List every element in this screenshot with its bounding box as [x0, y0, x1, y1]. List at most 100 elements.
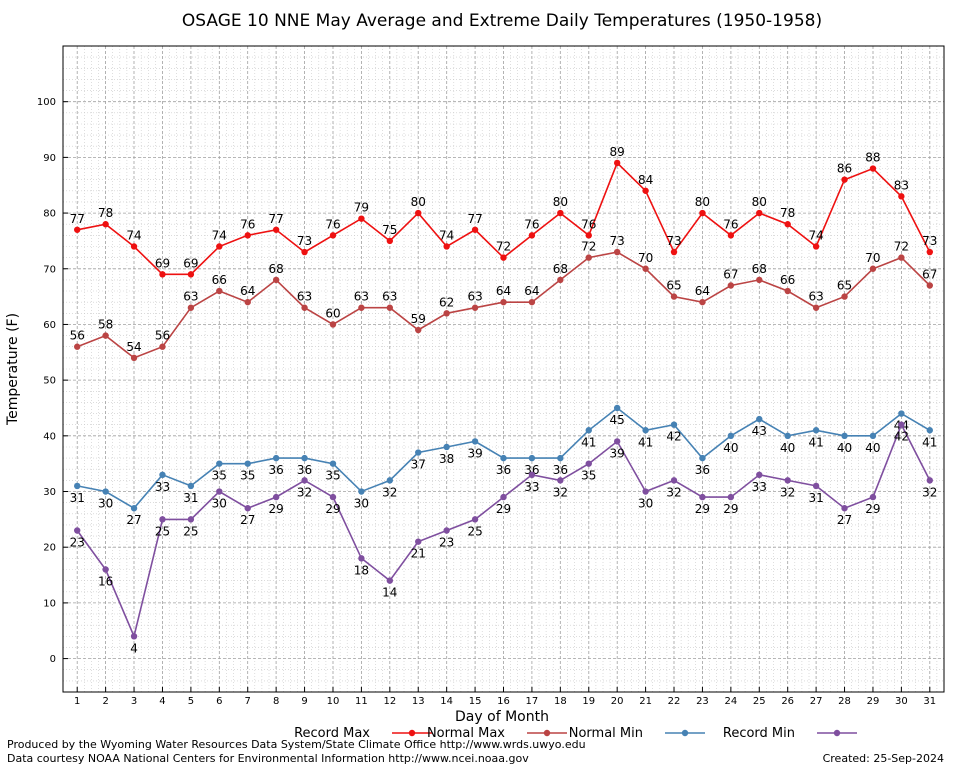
x-tick-label: 27 — [810, 696, 823, 707]
normal-min-data-label: 40 — [865, 441, 880, 455]
legend-label-normal-max: Normal Max — [427, 726, 505, 741]
normal-max-point — [74, 343, 81, 350]
record-min-data-label: 29 — [325, 502, 340, 516]
normal-max-data-label: 65 — [837, 279, 852, 293]
record-max-data-label: 73 — [297, 234, 312, 248]
record-max-point — [102, 221, 109, 228]
normal-min-data-label: 42 — [666, 430, 681, 444]
y-tick-label: 70 — [43, 264, 56, 275]
record-min-point — [358, 555, 365, 562]
record-max-data-label: 78 — [780, 206, 795, 220]
x-tick-label: 29 — [867, 696, 880, 707]
record-min-data-label: 18 — [354, 563, 369, 577]
x-tick-label: 5 — [188, 696, 194, 707]
normal-min-point — [74, 482, 81, 490]
normal-max-data-label: 65 — [666, 279, 681, 293]
record-min-point — [102, 566, 109, 573]
record-max-data-label: 76 — [581, 217, 596, 231]
record-max-data-label: 80 — [752, 195, 767, 209]
record-min-data-label: 30 — [638, 497, 653, 511]
normal-min-data-label: 45 — [610, 413, 625, 427]
normal-min-data-label: 41 — [808, 435, 823, 449]
normal-min-point — [471, 438, 479, 445]
x-tick-label: 10 — [327, 696, 340, 707]
record-min-point — [841, 505, 848, 512]
record-min-data-label: 16 — [98, 574, 113, 588]
normal-max-data-label: 66 — [780, 273, 795, 287]
normal-max-data-label: 63 — [467, 290, 482, 304]
normal-min-data-label: 36 — [695, 463, 710, 477]
normal-min-point — [159, 471, 166, 479]
record-min-point — [301, 477, 308, 484]
normal-max-point — [216, 287, 223, 295]
chart-title: OSAGE 10 NNE May Average and Extreme Dai… — [182, 11, 822, 31]
record-max-point — [244, 232, 251, 239]
normal-max-data-label: 64 — [695, 284, 710, 298]
record-max-point — [130, 243, 138, 250]
normal-min-data-label: 38 — [439, 452, 454, 466]
normal-min-data-label: 35 — [325, 469, 340, 483]
record-max-data-label: 74 — [808, 228, 823, 242]
normal-min-point — [130, 505, 138, 512]
normal-min-point — [500, 454, 507, 462]
record-max-data-label: 74 — [439, 228, 454, 242]
record-max-point — [74, 226, 81, 233]
normal-min-data-label: 43 — [752, 424, 767, 438]
record-min-point — [898, 421, 905, 428]
x-tick-label: 9 — [301, 696, 307, 707]
record-max-point — [216, 243, 223, 250]
normal-min-data-label: 30 — [98, 497, 113, 511]
normal-max-data-label: 62 — [439, 295, 454, 309]
normal-max-data-label: 68 — [269, 262, 284, 276]
record-min-point — [386, 577, 394, 584]
x-tick-label: 4 — [159, 696, 165, 707]
x-tick-label: 22 — [668, 696, 681, 707]
record-max-point — [869, 165, 877, 172]
normal-min-point — [642, 427, 649, 434]
record-min-data-label: 39 — [610, 446, 625, 460]
record-max-data-label: 76 — [723, 217, 738, 231]
normal-max-point — [812, 304, 820, 311]
y-tick-label: 30 — [43, 487, 56, 498]
record-max-point — [159, 271, 166, 278]
record-min-point — [812, 482, 820, 490]
normal-min-point — [756, 415, 763, 423]
legend-marker-normal-max — [543, 729, 551, 737]
record-max-data-label: 78 — [98, 206, 113, 220]
record-max-data-label: 79 — [354, 201, 369, 215]
normal-min-data-label: 35 — [240, 469, 255, 483]
record-min-data-label: 29 — [695, 502, 710, 516]
normal-max-data-label: 63 — [297, 290, 312, 304]
normal-max-point — [869, 265, 877, 272]
record-max-point — [272, 226, 280, 233]
x-tick-label: 17 — [526, 696, 539, 707]
normal-min-point — [869, 432, 877, 440]
x-tick-label: 30 — [895, 696, 908, 707]
normal-max-point — [244, 298, 251, 306]
record-min-data-label: 23 — [70, 536, 85, 550]
record-max-point — [585, 232, 592, 239]
series-layer: 77 78 74 69 69 74 76 77 73 76 79 75 80 74 77 72 76 80 76 89… — [70, 145, 938, 655]
x-tick-label: 16 — [497, 696, 510, 707]
x-tick-label: 1 — [74, 696, 80, 707]
record-min-point — [74, 527, 81, 534]
normal-min-data-label: 37 — [411, 458, 426, 472]
x-tick-label: 28 — [838, 696, 851, 707]
footer-created: Created: 25-Sep-2024 — [823, 752, 944, 765]
record-min-point — [784, 477, 791, 484]
normal-min-point — [812, 427, 820, 434]
record-max-data-label: 76 — [325, 217, 340, 231]
record-max-point — [812, 243, 820, 250]
normal-min-data-label: 36 — [553, 463, 568, 477]
record-min-data-label: 35 — [581, 469, 596, 483]
record-min-point — [500, 493, 507, 501]
record-min-point — [869, 493, 877, 501]
normal-min-data-label: 35 — [212, 469, 227, 483]
record-min-point — [244, 505, 251, 512]
record-min-data-label: 27 — [837, 513, 852, 527]
record-max-point — [443, 243, 450, 250]
normal-min-point — [841, 432, 848, 440]
normal-max-point — [386, 304, 394, 311]
normal-max-point — [727, 282, 735, 289]
record-max-point — [415, 209, 422, 217]
